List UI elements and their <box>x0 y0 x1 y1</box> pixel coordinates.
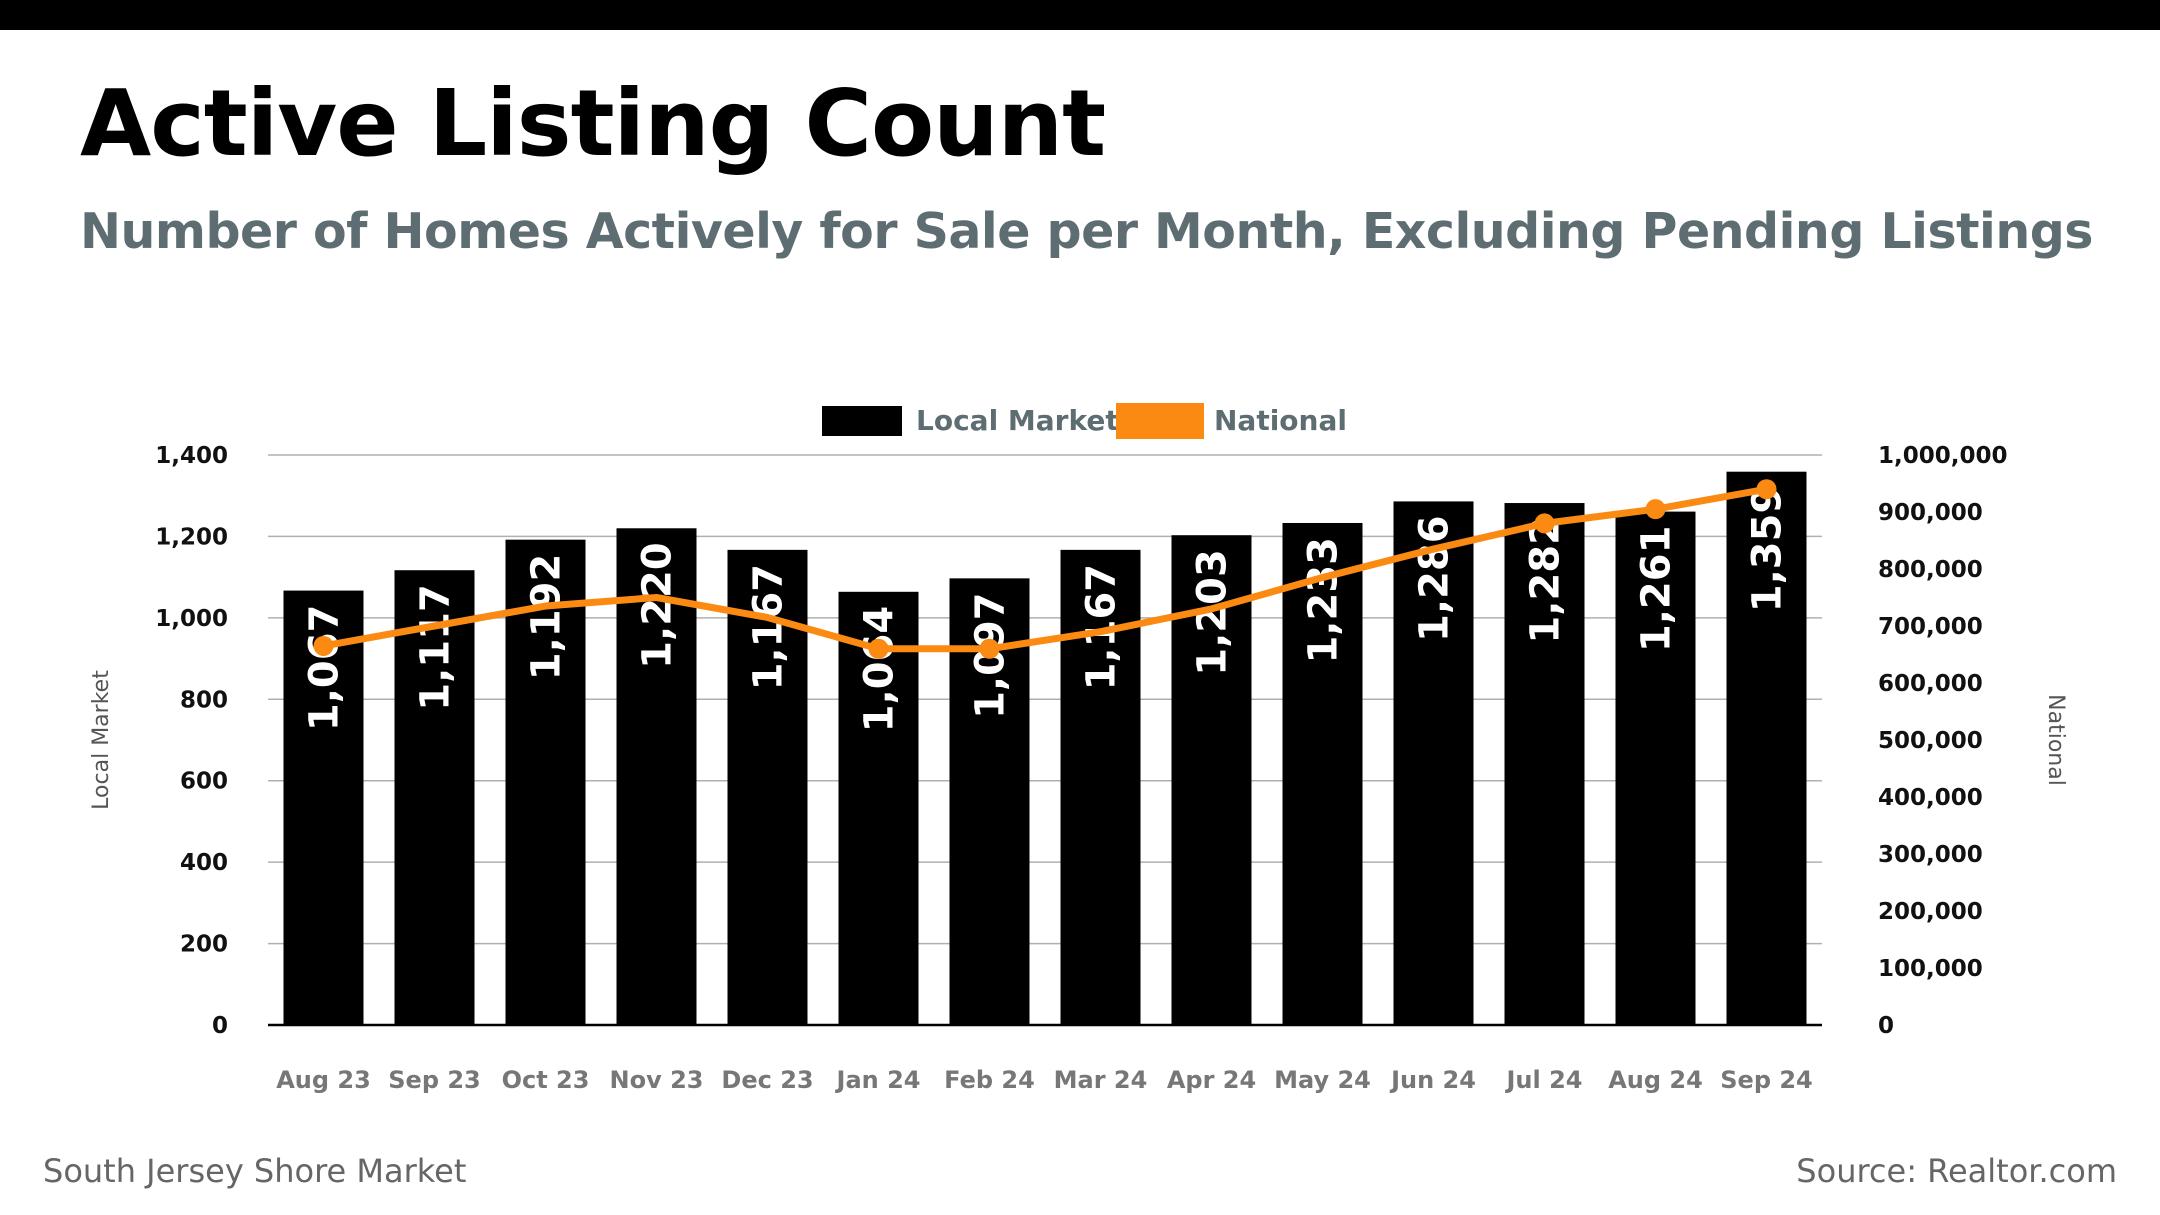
x-tick-label: Jul 24 <box>1505 1066 1583 1094</box>
bar <box>1504 503 1585 1025</box>
bar <box>616 528 697 1025</box>
bar-data-label: 1,192 <box>524 554 570 681</box>
legend: Local Market National <box>822 403 1347 439</box>
national-point <box>979 638 1000 659</box>
bar <box>1615 511 1696 1025</box>
national-point <box>1756 479 1777 500</box>
footer-source: Source: Realtor.com <box>1796 1152 2117 1190</box>
y-axis-title-local: Local Market <box>89 670 114 810</box>
y-tick-label-national: 500,000 <box>1878 728 1983 754</box>
y-tick-label-national: 700,000 <box>1878 614 1983 640</box>
bar <box>1726 471 1807 1025</box>
y-tick-label-national: 1,000,000 <box>1878 443 2008 469</box>
top-bar <box>0 0 2160 30</box>
x-tick-label: Sep 24 <box>1720 1066 1813 1094</box>
x-tick-label: Jun 24 <box>1389 1066 1476 1094</box>
x-tick-label: Apr 24 <box>1167 1066 1256 1094</box>
footer-market: South Jersey Shore Market <box>43 1152 467 1190</box>
bar-series-local-market <box>283 471 1807 1025</box>
legend-swatch-local <box>822 406 902 436</box>
bar <box>1282 522 1363 1025</box>
grid-lines <box>268 454 1822 945</box>
legend-swatch-national <box>1116 403 1204 439</box>
y-tick-label-local: 1,000 <box>155 606 228 632</box>
x-tick-label: May 24 <box>1274 1066 1371 1094</box>
x-tick-label: Nov 23 <box>610 1066 704 1094</box>
bar-data-label: 1,286 <box>1412 515 1458 642</box>
y-tick-label-national: 800,000 <box>1878 557 1983 583</box>
y-tick-label-local: 800 <box>180 687 228 713</box>
bar <box>1393 501 1474 1025</box>
bar-data-label: 1,359 <box>1745 486 1791 613</box>
axes: 0 200 400 600 800 1,000 1,200 1,400 0 100,000 200,… <box>155 443 2007 1094</box>
bar <box>394 570 475 1025</box>
legend-label-local: Local Market <box>916 404 1119 437</box>
legend-label-national: National <box>1214 404 1347 437</box>
y-tick-label-local: 200 <box>180 932 228 958</box>
bar-data-label: 1,220 <box>635 542 681 669</box>
y-tick-label-local: 1,200 <box>155 524 228 550</box>
x-tick-label: Sep 23 <box>388 1066 481 1094</box>
bar <box>838 591 919 1025</box>
national-point <box>1534 513 1555 534</box>
bar <box>283 590 364 1025</box>
line-series-national <box>313 479 1777 659</box>
y-tick-label-local: 1,400 <box>155 443 228 469</box>
y-tick-label-national: 400,000 <box>1878 785 1983 811</box>
y-axis-title-national: National <box>2043 694 2068 786</box>
x-tick-label: Oct 23 <box>502 1066 590 1094</box>
bar-data-label: 1,167 <box>746 564 792 691</box>
y-tick-label-national: 100,000 <box>1878 956 1983 982</box>
y-tick-label-national: 200,000 <box>1878 899 1983 925</box>
y-tick-label-national: 0 <box>1878 1013 1894 1039</box>
bar <box>727 549 808 1025</box>
x-tick-label: Aug 24 <box>1608 1066 1703 1094</box>
bar-data-label: 1,064 <box>857 606 903 733</box>
x-tick-label: Feb 24 <box>944 1066 1035 1094</box>
national-point <box>868 638 889 659</box>
bar-data-label: 1,117 <box>413 584 459 711</box>
x-tick-label: Jan 24 <box>835 1066 921 1094</box>
page-subtitle: Number of Homes Actively for Sale per Mo… <box>80 203 2093 260</box>
y-tick-label-local: 400 <box>180 850 228 876</box>
y-tick-label-national: 900,000 <box>1878 500 1983 526</box>
y-tick-label-local: 0 <box>212 1013 228 1039</box>
national-point <box>1645 499 1666 520</box>
bar-data-label: 1,067 <box>302 605 348 732</box>
national-point <box>313 635 334 656</box>
y-tick-label-national: 600,000 <box>1878 671 1983 697</box>
bar-data-label: 1,233 <box>1301 537 1347 664</box>
y-tick-label-national: 300,000 <box>1878 842 1983 868</box>
x-tick-label: Dec 23 <box>721 1066 813 1094</box>
page-title: Active Listing Count <box>80 70 1106 177</box>
x-tick-label: Aug 23 <box>276 1066 371 1094</box>
x-tick-label: Mar 24 <box>1054 1066 1148 1094</box>
bar-data-label: 1,261 <box>1634 526 1680 653</box>
bar-data-label: 1,282 <box>1523 517 1569 644</box>
y-tick-label-local: 600 <box>180 769 228 795</box>
bar <box>505 539 586 1025</box>
bar-data-labels: 1,0671,1171,1921,2201,1671,0641,0971,167… <box>302 486 1791 733</box>
national-line <box>320 485 1770 653</box>
